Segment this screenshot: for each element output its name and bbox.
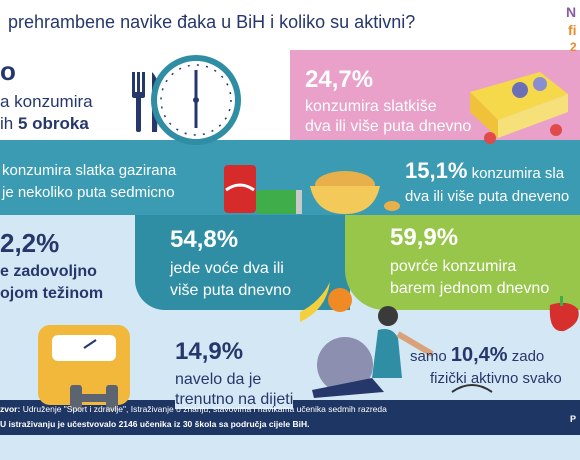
panel-text: zado — [511, 348, 545, 365]
fruit-icon — [300, 282, 352, 322]
panel-text: konzumira slatka gazirana — [2, 162, 177, 179]
panel-text: a konzumira — [0, 92, 93, 111]
stat: 54,8% — [170, 226, 239, 253]
panel-text: samo 10,4% zado — [410, 344, 544, 367]
stat: 14,9% — [175, 338, 244, 365]
cake-icon — [470, 72, 568, 144]
pepper-icon — [549, 296, 579, 332]
panel-text: konzumira slatkiše — [305, 98, 437, 115]
footer-source: zvor: Udruženje "Sport i zdravlje", Istr… — [0, 404, 387, 414]
logo-text: N — [566, 4, 577, 20]
panel-text: dva ili više puta dneveno — [405, 188, 570, 205]
vegetable-panel — [345, 215, 580, 310]
soda-cans-icon — [224, 165, 302, 214]
panel-text: ih — [0, 114, 14, 133]
panel-text: više puta dnevno — [170, 282, 291, 299]
footer-label: zvor: — [0, 404, 21, 414]
panel-text: trenutno na dijeti — [175, 391, 294, 409]
stat: 10,4% — [450, 344, 508, 366]
panel-text: ih 5 obroka — [0, 114, 89, 134]
panel-text: e zadovoljno — [0, 263, 97, 280]
panel-text: 15,1% konzumira sla — [405, 158, 564, 184]
stat: 15,1% — [405, 158, 468, 183]
dumbbell-icon — [70, 385, 118, 411]
stat: 24,7% — [305, 66, 374, 93]
chips-bowl-icon — [310, 171, 400, 214]
clock-icon — [151, 55, 241, 145]
panel-text: dva ili više puta dnevno — [305, 118, 472, 135]
footer-text: Udruženje "Sport i zdravlje", Istraživan… — [22, 404, 387, 414]
exercise-figure — [312, 306, 493, 398]
panel-text: povrće konzumira — [390, 258, 517, 275]
footer-note: U istraživanju je učestvovalo 2146 učeni… — [0, 419, 310, 429]
logo-text: 2 — [570, 40, 577, 54]
panel-text: je nekoliko puta sedmicno — [2, 184, 175, 201]
panel-text: ojom težinom — [0, 285, 104, 302]
stat: 59,9% — [390, 224, 459, 251]
panel-text: navelo da je — [175, 371, 262, 388]
title: prehrambene navike đaka u BiH i koliko s… — [8, 12, 416, 32]
panel-text: jede voće dva ili — [170, 260, 284, 277]
panel-text: konzumira sla — [471, 165, 565, 182]
footer-corner: P — [570, 414, 577, 424]
logo-text: fi — [568, 22, 577, 38]
fruit-panel — [135, 215, 350, 310]
scale-icon — [38, 325, 130, 405]
stat: o — [0, 56, 16, 86]
panel-text: fizički aktivno svako — [430, 370, 562, 387]
panel-text: samo — [410, 348, 447, 365]
stat: 2,2% — [0, 228, 60, 258]
panel-text: barem jednom dnevno — [390, 280, 550, 297]
header-band — [0, 0, 580, 50]
panel-emphasis: 5 obroka — [17, 114, 89, 133]
